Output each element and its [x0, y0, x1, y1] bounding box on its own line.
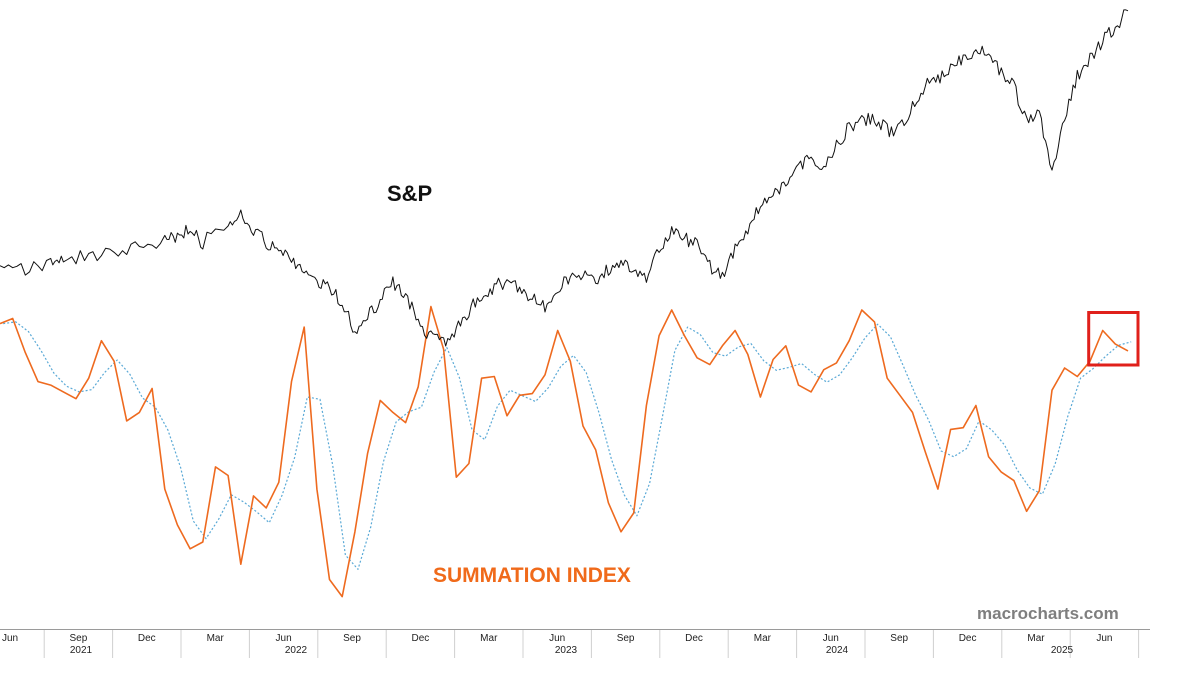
x-tick-month: Sep	[890, 633, 908, 644]
x-tick-month: Dec	[412, 633, 430, 644]
x-tick-month: Dec	[138, 633, 156, 644]
x-tick-month: Jun	[2, 633, 18, 644]
x-tick-year: 2022	[285, 645, 308, 656]
x-axis-ticks: Jun Sep Dec Mar Jun Sep Dec Mar Jun Sep Dec Mar Jun S…	[2, 630, 1140, 658]
x-tick-month: Jun	[1096, 633, 1112, 644]
x-tick-month: Jun	[276, 633, 292, 644]
x-tick-month: Mar	[480, 633, 498, 644]
sp-label: S&P	[387, 181, 432, 206]
watermark-label: macrocharts.com	[977, 604, 1119, 623]
sp-price-line	[0, 9, 1129, 347]
x-tick-month: Sep	[70, 633, 88, 644]
x-tick-year: 2023	[555, 645, 578, 656]
x-tick-month: Sep	[343, 633, 361, 644]
x-tick-year: 2025	[1051, 645, 1074, 656]
x-tick-month: Mar	[1027, 633, 1045, 644]
x-tick-month: Jun	[823, 633, 839, 644]
x-tick-month: Mar	[754, 633, 772, 644]
x-tick-month: Mar	[207, 633, 225, 644]
summation-index-label: SUMMATION INDEX	[433, 564, 631, 587]
x-tick-month: Sep	[617, 633, 635, 644]
plot-lines	[0, 9, 1132, 598]
x-tick-year: 2024	[826, 645, 849, 656]
x-tick-month: Dec	[959, 633, 977, 644]
highlight-box	[1087, 311, 1140, 367]
x-tick-month: Dec	[685, 633, 703, 644]
x-tick-year: 2021	[70, 645, 93, 656]
x-tick-month: Jun	[549, 633, 565, 644]
summation-index-line	[0, 305, 1129, 598]
